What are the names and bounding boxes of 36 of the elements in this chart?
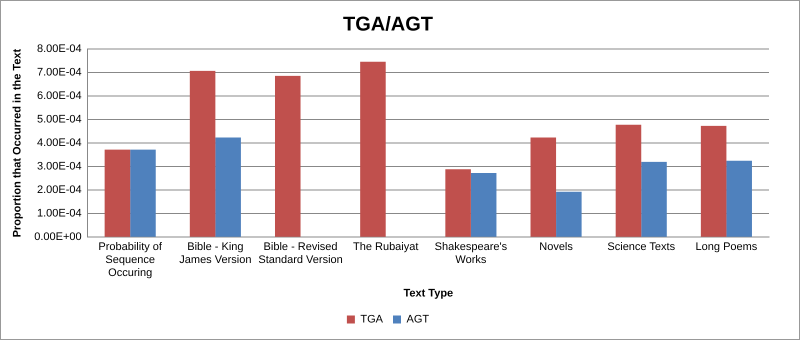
bar [470,172,496,237]
bar [104,150,130,237]
y-tick-label: 3.00E-04 [36,160,82,173]
x-tick-label: Long Poems [696,240,758,253]
x-tick-label: Bible - King James Version [179,240,252,266]
bar [274,76,301,237]
y-tick-label: 2.00E-04 [36,184,82,196]
x-tick-label: Probability of Sequence Occuring [98,240,163,280]
x-tick-label: Bible - Revised Standard Version [258,240,343,266]
bar [641,162,667,237]
y-tick-label: 4.00E-04 [36,137,82,150]
bar [530,137,556,237]
bar [130,150,156,237]
y-axis-title: Proportion that Occurred in the Text [12,48,24,238]
y-tick-label: 5.00E-04 [36,114,82,126]
bar [360,62,386,237]
bar [556,192,582,237]
y-tick-label: 8.00E-04 [36,43,82,56]
y-tick-label: 6.00E-04 [36,90,82,102]
bar [190,70,216,237]
bar [445,169,471,237]
legend-label: TGA [360,314,384,326]
chart-title: TGA/AGT [343,14,433,36]
x-tick-label: Shakespeare's Works [434,240,508,266]
bar [700,126,726,237]
bar [616,124,642,237]
x-axis-title: Text Type [403,287,454,300]
bar [215,137,241,237]
x-tick-label: Novels [539,240,574,253]
legend-label: AGT [406,314,430,326]
y-tick-label: 0.00E+00 [34,231,82,244]
x-tick-label: The Rubaiyat [352,240,418,253]
bar [726,160,752,237]
y-tick-label: 7.00E-04 [36,66,82,79]
x-tick-label: Science Texts [607,240,676,253]
y-tick-label: 1.00E-04 [36,208,82,220]
